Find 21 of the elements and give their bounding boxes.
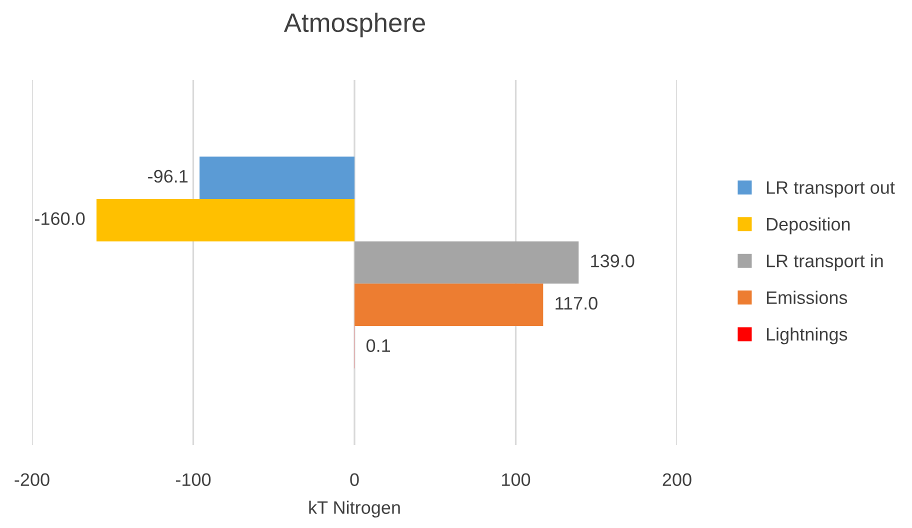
x-tick-label: -200 bbox=[14, 473, 50, 486]
data-label: 117.0 bbox=[556, 296, 598, 310]
bar bbox=[354, 284, 544, 326]
legend-label: Deposition bbox=[766, 217, 850, 234]
x-tick-label: 100 bbox=[502, 473, 530, 486]
legend-label: LR transport out bbox=[766, 181, 895, 198]
legend-label: LR transport in bbox=[766, 254, 883, 271]
x-tick-label: 200 bbox=[662, 473, 692, 486]
legend-label: Lightnings bbox=[766, 327, 848, 344]
chart-title: Atmosphere bbox=[284, 12, 425, 38]
data-label: -96.1 bbox=[148, 170, 188, 183]
bar bbox=[354, 241, 579, 284]
data-label: 139.0 bbox=[591, 254, 634, 268]
x-tick-label: -100 bbox=[176, 473, 211, 486]
legend-label: Emissions bbox=[766, 290, 848, 304]
x-tick-label: 0 bbox=[350, 473, 359, 486]
x-axis-title: kT Nitrogen bbox=[309, 500, 400, 518]
bar bbox=[96, 198, 354, 242]
data-label: -160.0 bbox=[35, 212, 85, 226]
data-label: 0.1 bbox=[366, 339, 390, 352]
bar bbox=[200, 156, 354, 199]
